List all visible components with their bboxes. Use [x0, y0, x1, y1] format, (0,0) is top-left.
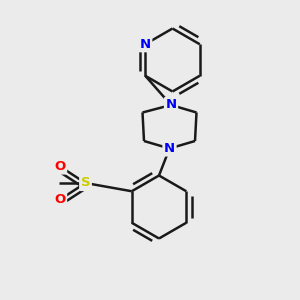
Text: N: N [164, 142, 175, 155]
Text: N: N [140, 38, 151, 51]
Text: O: O [54, 160, 66, 173]
Text: S: S [81, 176, 90, 190]
Text: O: O [54, 193, 66, 206]
Text: N: N [165, 98, 177, 112]
